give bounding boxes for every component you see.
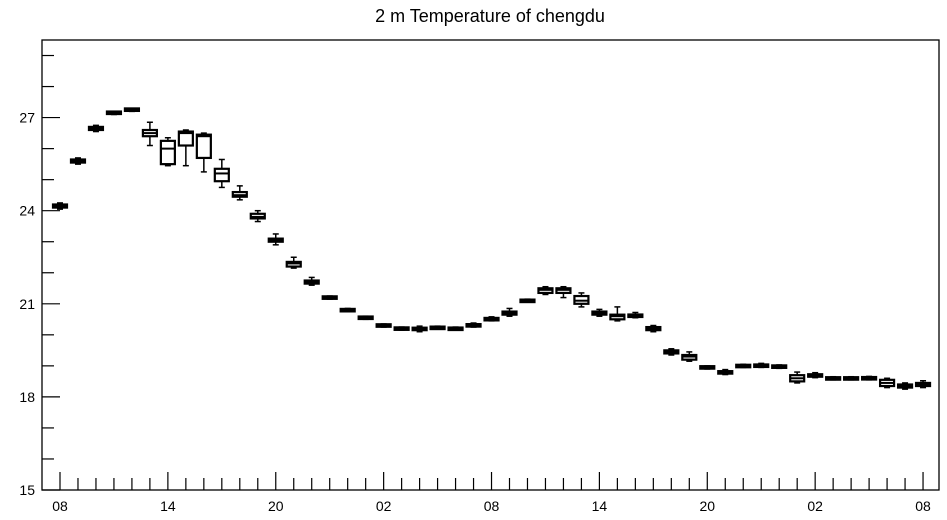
box-mark [51, 202, 69, 210]
box-mark [878, 377, 896, 389]
box-mark [177, 129, 194, 167]
box-mark [663, 348, 680, 356]
chart-title: 2 m Temperature of chengdu [375, 6, 605, 26]
box-mark [231, 185, 248, 201]
x-tick-label: 14 [592, 498, 608, 514]
box-mark [609, 306, 626, 322]
box-mark [501, 307, 518, 317]
y-axis: 15 18 21 24 27 [19, 54, 60, 498]
box-mark [914, 380, 932, 389]
box-mark [87, 124, 105, 133]
y-tick-label: 18 [19, 389, 35, 405]
box-mark [447, 326, 464, 332]
box-mark [195, 132, 212, 173]
box-mark [159, 137, 176, 167]
box-mark [267, 233, 284, 246]
box-mark [807, 371, 824, 379]
box-mark [573, 292, 590, 308]
x-axis: 08 14 20 02 08 14 20 02 08 [52, 472, 931, 514]
box-mark [339, 307, 356, 313]
box-mark [591, 308, 608, 317]
x-tick-label: 14 [160, 498, 176, 514]
box-mark [123, 107, 141, 113]
box-mark [69, 157, 87, 165]
box-mark [537, 285, 554, 296]
box-mark [860, 375, 878, 381]
y-tick-label: 15 [19, 482, 35, 498]
y-tick-label: 24 [19, 203, 35, 219]
box-mark [303, 276, 320, 286]
x-tick-label: 08 [915, 498, 931, 514]
box-mark [753, 362, 770, 369]
box-mark [771, 364, 788, 370]
box-mark [735, 363, 752, 369]
box-mark [411, 325, 428, 333]
y-tick-label: 21 [19, 296, 35, 312]
x-tick-label: 02 [376, 498, 392, 514]
box-body [195, 133, 212, 160]
box-mark [393, 326, 410, 331]
box-mark [843, 375, 860, 381]
box-body [213, 167, 230, 183]
box-mark [375, 323, 392, 328]
plot-frame [41, 39, 940, 491]
box-mark [285, 256, 302, 269]
box-mark [483, 316, 500, 322]
box-mark [249, 209, 266, 223]
x-tick-label: 20 [268, 498, 284, 514]
y-tick-label: 27 [19, 110, 35, 126]
box-mark [465, 322, 482, 328]
box-mark [105, 110, 123, 116]
x-tick-label: 08 [52, 498, 68, 514]
box-body [159, 139, 176, 166]
box-series [51, 107, 932, 390]
box-mark [141, 121, 158, 147]
box-mark [825, 375, 842, 381]
box-mark [357, 315, 374, 321]
box-mark [699, 365, 716, 370]
box-mark [717, 368, 734, 376]
box-mark [555, 285, 572, 299]
box-mark [321, 295, 338, 300]
box-body [177, 130, 194, 147]
box-mark [645, 324, 662, 333]
box-mark [627, 311, 644, 319]
box-mark [519, 298, 536, 304]
x-tick-label: 20 [699, 498, 715, 514]
box-mark [429, 325, 446, 331]
box-mark [896, 382, 914, 390]
box-mark [681, 351, 698, 362]
x-tick-label: 08 [484, 498, 500, 514]
x-tick-label: 02 [807, 498, 823, 514]
box-mark [213, 158, 230, 189]
box-mark [789, 371, 806, 384]
